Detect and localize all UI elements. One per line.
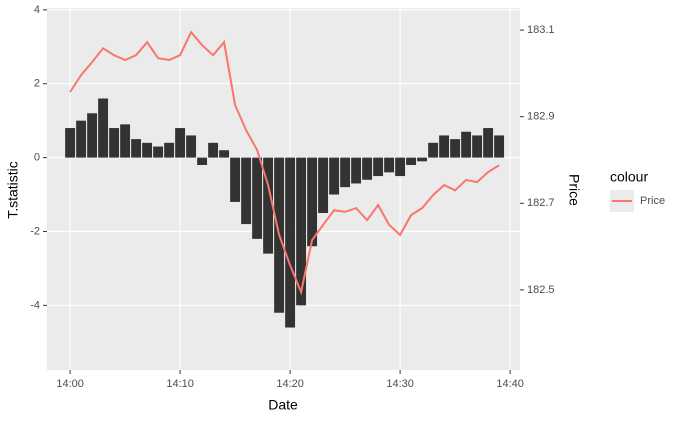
bar [230, 157, 241, 202]
bar [417, 157, 428, 162]
x-tick-label: 14:20 [276, 378, 304, 390]
bar [76, 120, 87, 158]
bar [406, 157, 417, 165]
bar [208, 142, 219, 158]
bar [186, 135, 197, 158]
bar [241, 157, 252, 225]
marks [65, 30, 505, 328]
bar [98, 98, 109, 158]
bar [65, 128, 76, 158]
bar [87, 113, 98, 158]
y-tick-label: -2 [30, 225, 40, 237]
bar [131, 139, 142, 158]
y-tick-label: 0 [34, 152, 40, 164]
y-tick-label: 4 [34, 4, 40, 16]
bar [109, 128, 120, 158]
bar [142, 142, 153, 158]
bar [329, 157, 340, 195]
bar [340, 157, 351, 188]
bar [263, 157, 274, 254]
bar [373, 157, 384, 177]
bar [285, 157, 296, 328]
x-axis-title: Date [268, 397, 298, 413]
bar [472, 135, 483, 158]
y2-tick-label: 182.7 [527, 197, 555, 209]
y2-tick-label: 182.5 [527, 284, 555, 296]
bar [153, 146, 164, 158]
y-tick-label: -4 [30, 299, 40, 311]
y2-tick-label: 182.9 [527, 111, 555, 123]
y-axis-title: T.statistic [5, 161, 21, 219]
bar [439, 135, 450, 158]
legend-title: colour [610, 169, 648, 185]
bar [494, 135, 505, 158]
bar [483, 128, 494, 158]
bar [461, 131, 472, 158]
x-tick-label: 14:00 [56, 378, 84, 390]
y2-tick-label: 183.1 [527, 24, 555, 36]
bar [252, 157, 263, 239]
bar [164, 142, 175, 158]
bar [428, 142, 439, 158]
bar [384, 157, 395, 173]
bar [197, 157, 208, 165]
bar [362, 157, 373, 180]
bar [450, 139, 461, 158]
bar [351, 157, 362, 184]
x-tick-label: 14:40 [496, 378, 524, 390]
bar [219, 150, 230, 158]
x-tick-label: 14:10 [166, 378, 194, 390]
legend-label: Price [640, 195, 665, 207]
bar [318, 157, 329, 214]
bar [175, 128, 186, 158]
y-tick-label: 2 [34, 78, 40, 90]
bar [395, 157, 406, 177]
bar [307, 157, 318, 247]
price-line [69, 30, 500, 296]
bar [296, 157, 307, 306]
x-tick-label: 14:30 [386, 378, 414, 390]
y2-axis-title: Price [566, 174, 582, 206]
bar [120, 124, 131, 158]
